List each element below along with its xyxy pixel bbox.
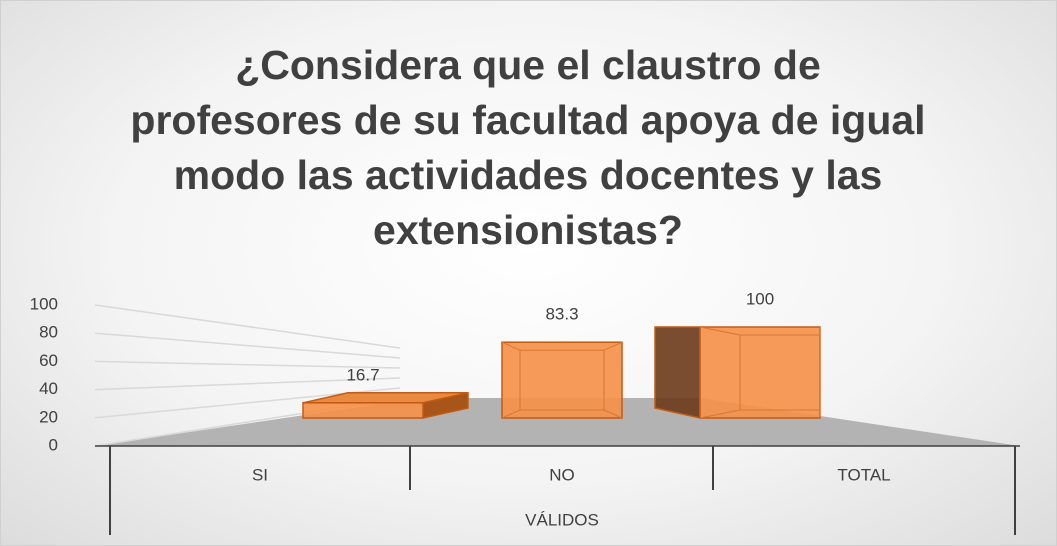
floor [95, 398, 1020, 446]
y-tick-label: 60 [39, 351, 58, 370]
grid-line [94, 377, 401, 391]
y-tick-label: 40 [39, 379, 58, 398]
bar-face [699, 409, 741, 419]
bar-face [501, 341, 521, 351]
chart-title: ¿Considera que el claustro de profesores… [130, 42, 926, 253]
bar-face [501, 341, 623, 419]
y-tick-label: 20 [39, 407, 58, 426]
bar [654, 326, 821, 419]
grid-line [94, 332, 401, 359]
grid-line [94, 360, 401, 369]
bar-face [302, 402, 424, 419]
value-label: 100 [746, 289, 774, 308]
bar-face [699, 326, 821, 419]
bar-face [654, 326, 701, 419]
bar-face [603, 409, 623, 419]
x-axis-label: VÁLIDOS [525, 510, 599, 529]
x-tick-label: NO [549, 465, 575, 484]
bar-face [699, 326, 741, 336]
grid-line [94, 304, 401, 349]
bar-face [519, 349, 605, 411]
y-tick-label: 0 [49, 435, 58, 454]
y-tick-label: 80 [39, 323, 58, 342]
value-label: 16.7 [346, 365, 379, 384]
bar-face [739, 334, 821, 411]
x-tick-label: TOTAL [837, 465, 890, 484]
bar [501, 341, 623, 419]
bar [302, 391, 469, 419]
x-tick-label: SI [252, 465, 268, 484]
bar-face [501, 409, 521, 419]
bar-face [603, 341, 623, 351]
value-label: 83.3 [545, 305, 578, 324]
y-tick-label: 100 [30, 294, 58, 313]
